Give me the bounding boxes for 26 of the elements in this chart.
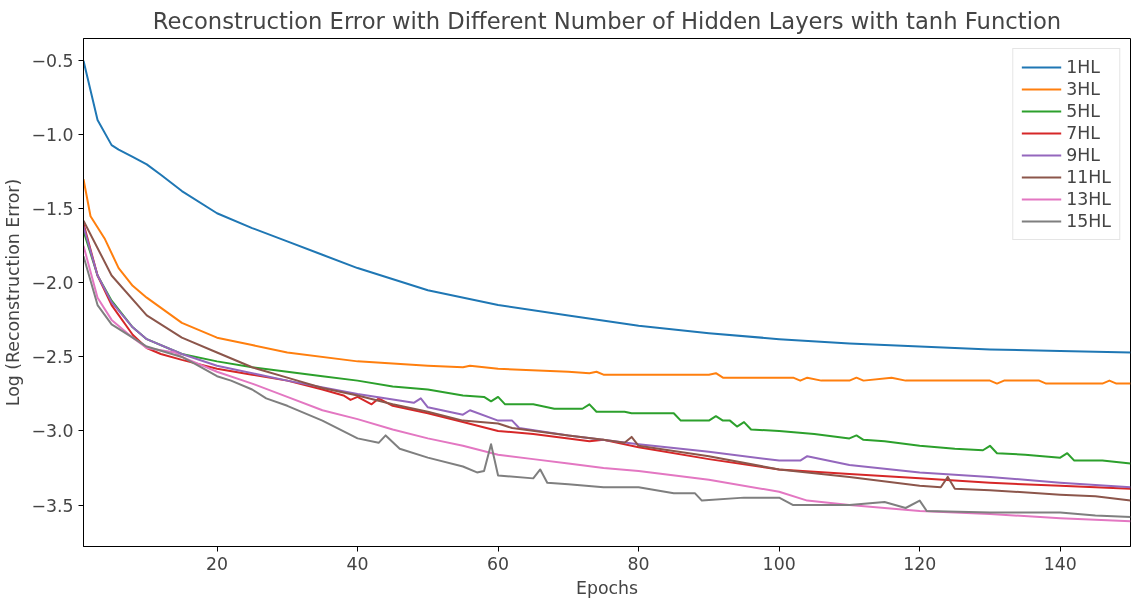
x-tick-label: 40	[346, 553, 369, 574]
legend-label: 3HL	[1066, 79, 1100, 99]
legend-label: 1HL	[1066, 57, 1100, 77]
line-series	[83, 59, 1131, 354]
y-tick-label: −3.5	[31, 495, 74, 516]
y-tick-label: −0.5	[31, 51, 74, 72]
y-tick-label: −1.5	[31, 199, 74, 220]
x-tick-label: 20	[205, 553, 229, 574]
y-tick-label: −1.0	[31, 125, 74, 146]
x-tick-label: 140	[1043, 553, 1077, 574]
legend-label: 11HL	[1066, 167, 1111, 187]
y-tick-label: −2.0	[31, 273, 74, 294]
legend-label: 7HL	[1066, 123, 1100, 143]
y-axis-title: Log (Reconstruction Error)	[3, 178, 24, 407]
y-tick-label: −3.0	[31, 421, 74, 442]
y-tick-label: −2.5	[31, 347, 74, 368]
x-tick-label: 120	[903, 553, 937, 574]
x-tick-label: 100	[762, 553, 796, 574]
chart-title: Reconstruction Error with Different Number of Hidden Layers with tanh Function	[152, 7, 1062, 34]
legend-label: 5HL	[1066, 101, 1100, 121]
x-tick-label: 60	[487, 553, 510, 574]
x-axis-title: Epochs	[575, 577, 639, 598]
legend-label: 15HL	[1066, 211, 1111, 231]
legend-label: 13HL	[1066, 189, 1111, 209]
x-tick-label: 80	[627, 553, 650, 574]
legend-label: 9HL	[1066, 145, 1100, 165]
